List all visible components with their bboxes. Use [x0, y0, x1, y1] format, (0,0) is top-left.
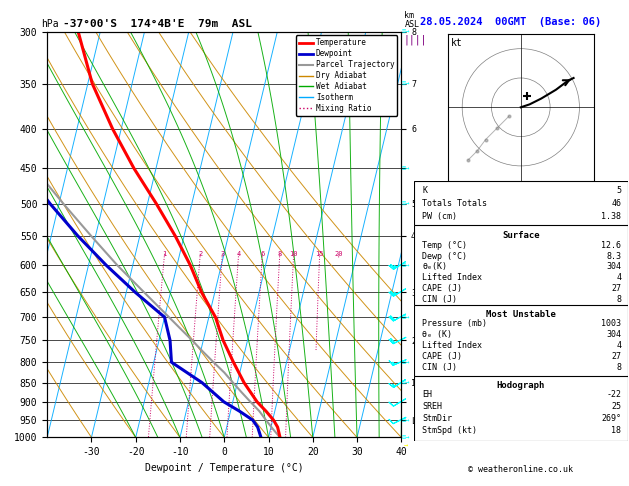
Text: ≡→: ≡→ — [401, 380, 410, 385]
Text: 20: 20 — [335, 251, 343, 257]
Text: 304: 304 — [606, 262, 621, 272]
Text: 18: 18 — [611, 426, 621, 435]
Text: 304: 304 — [606, 330, 621, 339]
Text: 8: 8 — [277, 251, 282, 257]
Text: 27: 27 — [611, 352, 621, 361]
Text: 4: 4 — [616, 341, 621, 350]
Y-axis label: Mixing Ratio (g/kg): Mixing Ratio (g/kg) — [428, 187, 437, 282]
Text: kt: kt — [450, 38, 462, 49]
Text: →: → — [404, 443, 408, 449]
Text: 8: 8 — [616, 295, 621, 304]
Text: CAPE (J): CAPE (J) — [423, 284, 462, 293]
Text: 15: 15 — [315, 251, 324, 257]
Text: 1003: 1003 — [601, 319, 621, 328]
Text: CIN (J): CIN (J) — [423, 295, 457, 304]
Text: ||||: |||| — [403, 34, 426, 45]
Text: K: K — [423, 186, 428, 195]
Text: 8.3: 8.3 — [606, 252, 621, 260]
Text: 1: 1 — [162, 251, 167, 257]
Text: ≡→: ≡→ — [401, 29, 410, 35]
Text: CIN (J): CIN (J) — [423, 363, 457, 372]
Text: 25: 25 — [611, 402, 621, 411]
Text: 269°: 269° — [601, 414, 621, 423]
Text: SREH: SREH — [423, 402, 442, 411]
Text: ≡→: ≡→ — [401, 262, 410, 268]
Text: Totals Totals: Totals Totals — [423, 199, 487, 208]
Text: ≡→: ≡→ — [401, 201, 410, 207]
Text: Dewp (°C): Dewp (°C) — [423, 252, 467, 260]
Text: © weatheronline.co.uk: © weatheronline.co.uk — [469, 465, 573, 474]
Text: ≡→: ≡→ — [401, 359, 410, 365]
Text: EH: EH — [423, 390, 432, 399]
X-axis label: Dewpoint / Temperature (°C): Dewpoint / Temperature (°C) — [145, 463, 304, 473]
Text: km
ASL: km ASL — [404, 11, 420, 29]
Text: ≡→: ≡→ — [401, 81, 410, 87]
Text: CAPE (J): CAPE (J) — [423, 352, 462, 361]
Text: Surface: Surface — [502, 231, 540, 240]
Text: 12.6: 12.6 — [601, 241, 621, 250]
Text: StmSpd (kt): StmSpd (kt) — [423, 426, 477, 435]
Text: 28.05.2024  00GMT  (Base: 06): 28.05.2024 00GMT (Base: 06) — [420, 17, 601, 27]
Text: ≡→: ≡→ — [401, 417, 410, 423]
Text: ≡→: ≡→ — [401, 165, 410, 171]
Text: 8: 8 — [616, 363, 621, 372]
Text: hPa: hPa — [41, 19, 58, 29]
Text: Most Unstable: Most Unstable — [486, 311, 556, 319]
Text: Lifted Index: Lifted Index — [423, 273, 482, 282]
Text: 27: 27 — [611, 284, 621, 293]
Text: -37°00'S  174°4B'E  79m  ASL: -37°00'S 174°4B'E 79m ASL — [63, 19, 252, 29]
Text: PW (cm): PW (cm) — [423, 212, 457, 222]
Text: 4: 4 — [616, 273, 621, 282]
Text: θₑ (K): θₑ (K) — [423, 330, 452, 339]
Text: StmDir: StmDir — [423, 414, 452, 423]
Text: θₑ(K): θₑ(K) — [423, 262, 447, 272]
Text: ≡→: ≡→ — [401, 434, 410, 440]
Text: 5: 5 — [616, 186, 621, 195]
Text: 3: 3 — [220, 251, 225, 257]
Text: 46: 46 — [611, 199, 621, 208]
Text: 6: 6 — [260, 251, 264, 257]
Text: 1.38: 1.38 — [601, 212, 621, 222]
Text: Lifted Index: Lifted Index — [423, 341, 482, 350]
Text: ≡→: ≡→ — [401, 314, 410, 320]
Legend: Temperature, Dewpoint, Parcel Trajectory, Dry Adiabat, Wet Adiabat, Isotherm, Mi: Temperature, Dewpoint, Parcel Trajectory… — [296, 35, 398, 116]
Text: Pressure (mb): Pressure (mb) — [423, 319, 487, 328]
Text: Temp (°C): Temp (°C) — [423, 241, 467, 250]
Text: 10: 10 — [289, 251, 298, 257]
Text: 2: 2 — [198, 251, 203, 257]
Text: Hodograph: Hodograph — [497, 381, 545, 390]
Text: 4: 4 — [237, 251, 241, 257]
Text: -22: -22 — [606, 390, 621, 399]
